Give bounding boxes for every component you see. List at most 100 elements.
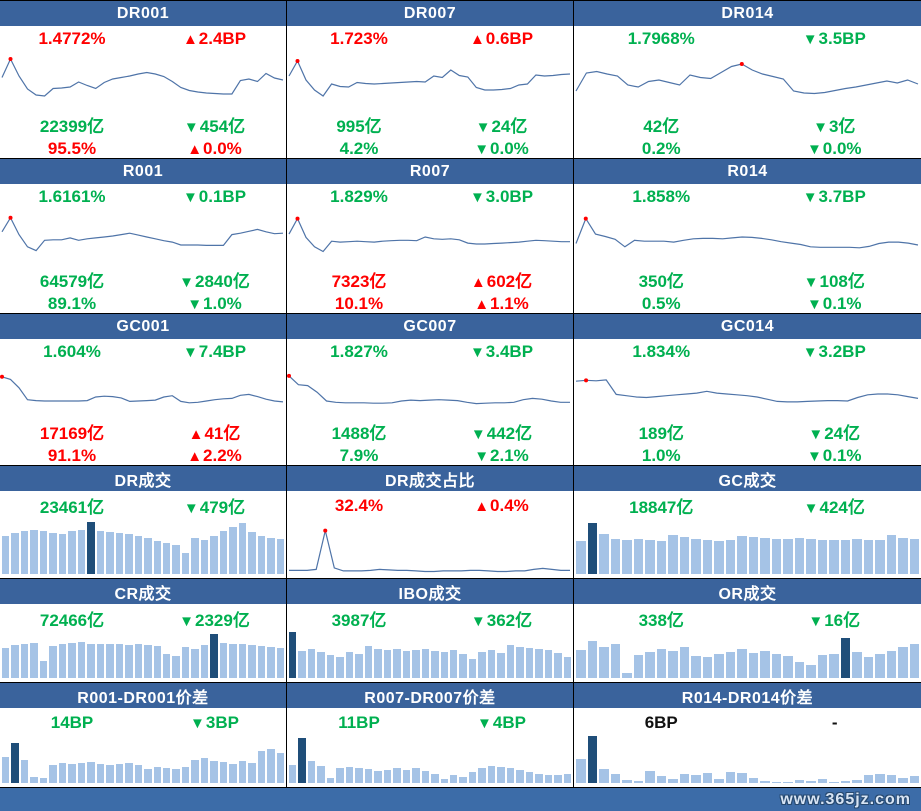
up-arrow-icon: ▲ xyxy=(474,497,490,515)
bar xyxy=(806,665,816,678)
panel-body: 1.723% ▲ 0.6BP 995亿 ▼ 24亿 4.2% ▼ 0.0% xyxy=(287,26,573,158)
rate-row: 1.723% ▲ 0.6BP xyxy=(287,27,573,51)
volume-value: 64579亿 xyxy=(0,267,143,292)
bar xyxy=(125,533,133,574)
bar xyxy=(402,651,411,678)
down-arrow-icon: ▼ xyxy=(183,500,199,517)
bar xyxy=(153,541,161,574)
bar xyxy=(817,655,827,678)
panel-title: IBO成交 xyxy=(398,585,462,603)
bar xyxy=(840,780,850,783)
bar xyxy=(115,764,124,783)
highlighted-bar xyxy=(587,523,597,574)
panel-chart xyxy=(0,632,286,680)
volume-row: 995亿 ▼ 24亿 xyxy=(287,112,573,137)
up-arrow-icon: ▲ xyxy=(187,141,203,158)
rate-value: 1.834% xyxy=(574,342,748,362)
bar xyxy=(459,654,467,678)
metric-text: 18847亿 xyxy=(629,498,694,517)
panel-body: 1.834% ▼ 3.2BP 189亿 ▼ 24亿 1.0% ▼ 0.1% xyxy=(574,339,921,465)
bar xyxy=(714,779,724,783)
line-chart xyxy=(575,378,919,403)
metric-text: 1488亿 xyxy=(331,424,387,443)
up-arrow-icon: ▲ xyxy=(187,448,203,465)
panel-title: GC014 xyxy=(720,317,775,335)
panel-gc001: GC001 1.604% ▼ 7.4BP 17169亿 ▲ 41亿 91.1% ▲ 2… xyxy=(0,313,287,465)
bar xyxy=(668,779,678,783)
line-chart xyxy=(0,374,284,404)
panel-header: R001-DR001价差 xyxy=(0,683,286,708)
bar xyxy=(276,648,285,678)
panel-title: GC007 xyxy=(403,317,457,335)
bar xyxy=(326,778,335,783)
peak-dot-marker xyxy=(295,216,300,221)
panel-r001-dr001-spread: R001-DR001价差 14BP ▼ 3BP xyxy=(0,682,287,787)
bar xyxy=(645,770,655,783)
bar xyxy=(134,644,143,678)
metric-text: 23461亿 xyxy=(39,498,105,517)
metric-text: 442亿 xyxy=(486,424,533,443)
bar xyxy=(633,655,643,678)
bar xyxy=(563,656,572,678)
metric-text: 479亿 xyxy=(199,498,246,517)
bar xyxy=(11,533,19,574)
share-row: 95.5% ▲ 0.0% xyxy=(0,137,286,158)
metric-text: 7323亿 xyxy=(331,272,387,291)
sparkline-chart xyxy=(574,51,921,112)
down-arrow-icon: ▼ xyxy=(474,141,490,158)
bar xyxy=(794,662,804,678)
bar xyxy=(77,763,86,783)
bar xyxy=(267,537,275,574)
bar xyxy=(2,535,10,574)
panel-title: DR007 xyxy=(403,4,457,22)
volume-change: ▲ 41亿 xyxy=(143,419,286,444)
bar xyxy=(783,539,793,574)
rate-change: ▼ 3.0BP xyxy=(430,187,573,207)
volume-value: 42亿 xyxy=(574,112,748,137)
bar xyxy=(276,538,285,574)
bar xyxy=(374,770,382,783)
bar xyxy=(737,648,747,678)
panel-dr014: DR014 1.7968% ▼ 3.5BP 42亿 ▼ 3亿 0.2% ▼ 0.0% xyxy=(574,0,921,158)
bar xyxy=(30,530,38,574)
bar xyxy=(886,534,896,574)
panel-header: IBO成交 xyxy=(287,579,573,604)
metric-text: 1.829% xyxy=(330,187,388,206)
panel-title: DR成交 xyxy=(114,472,172,490)
rate-row: 1.6161% ▼ 0.1BP xyxy=(0,185,286,209)
metric-text: 91.1% xyxy=(47,446,97,465)
volume-value: 189亿 xyxy=(574,419,748,444)
volume-row: 42亿 ▼ 3亿 xyxy=(574,112,921,137)
bar xyxy=(20,643,29,678)
bar xyxy=(229,764,237,783)
value-row: 32.4% ▲ 0.4% xyxy=(287,492,573,519)
rate-value: 1.6161% xyxy=(0,187,143,207)
bar xyxy=(563,773,572,783)
bar xyxy=(345,767,354,783)
bar xyxy=(760,651,770,678)
share-row: 89.1% ▼ 1.0% xyxy=(0,292,286,313)
bar xyxy=(317,766,325,783)
metric-text: 424亿 xyxy=(819,498,865,517)
panel-change: ▼ 362亿 xyxy=(430,606,573,631)
rate-value: 1.7968% xyxy=(574,29,748,49)
metric-text: 1.604% xyxy=(43,342,101,361)
panel-header: R014-DR014价差 xyxy=(574,683,921,708)
peak-dot-marker xyxy=(295,59,300,63)
panel-chart xyxy=(574,736,921,785)
line-chart xyxy=(1,215,284,252)
rate-value: 1.723% xyxy=(287,29,430,49)
metric-text: 1.7968% xyxy=(627,29,695,48)
up-arrow-icon: ▲ xyxy=(470,274,486,291)
panel-gc-volume: GC成交 18847亿 ▼ 424亿 xyxy=(574,465,921,578)
bar xyxy=(115,533,124,574)
bar xyxy=(610,643,620,678)
rate-value: 1.827% xyxy=(287,342,430,362)
bar xyxy=(181,553,190,574)
bar xyxy=(336,656,344,678)
bar xyxy=(276,752,285,783)
metric-text: 1.723% xyxy=(330,29,388,48)
metric-text: 41亿 xyxy=(204,424,241,443)
bar xyxy=(87,643,95,678)
bar xyxy=(106,643,114,678)
